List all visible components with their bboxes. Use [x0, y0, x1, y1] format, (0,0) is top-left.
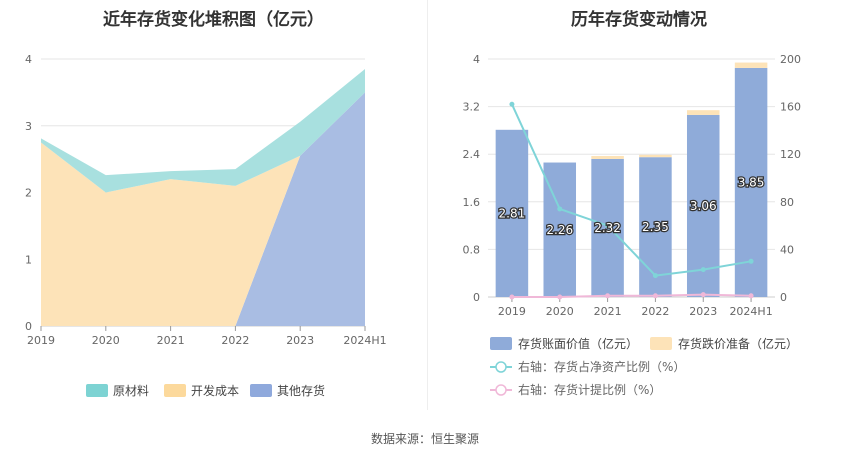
x-tick-label: 2019: [27, 334, 55, 347]
y-tick-label: 0.8: [463, 243, 481, 256]
legend-marker: [495, 361, 507, 373]
x-tick-label: 2022: [221, 334, 249, 347]
line-point: [605, 223, 611, 229]
legend-label: 存货跌价准备（亿元）: [678, 336, 798, 351]
y-tick-label: 3: [25, 120, 32, 133]
y2-tick-label: 80: [780, 196, 794, 209]
legend-swatch: [650, 337, 672, 350]
area-开发成本: [41, 92, 365, 326]
line-右轴：存货占净资产比例（%）: [511, 103, 752, 277]
line-point: [557, 206, 563, 212]
line-point: [748, 293, 754, 299]
x-tick-label: 2023: [689, 305, 717, 318]
line-point: [652, 293, 658, 299]
x-tick-label: 2024H1: [343, 334, 386, 347]
left-chart-title: 近年存货变化堆积图（亿元）: [103, 10, 324, 30]
line-point: [652, 273, 658, 279]
legend-label: 开发成本: [191, 383, 239, 398]
data-source: 数据来源：恒生聚源: [370, 432, 479, 446]
x-tick-label: 2019: [498, 305, 526, 318]
line-point: [509, 294, 515, 300]
legend-swatch: [490, 337, 512, 350]
y-tick-label: 3.2: [463, 101, 481, 114]
line-point: [509, 101, 515, 107]
legend-label: 其他存货: [277, 383, 325, 398]
line-point: [700, 267, 706, 273]
y2-tick-label: 40: [780, 243, 794, 256]
y-tick-label: 0: [25, 320, 32, 333]
legend-label: 右轴：存货计提比例（%）: [518, 382, 661, 397]
bar-value-label: 3.85: [738, 175, 765, 189]
y-tick-label: 1: [25, 253, 32, 266]
area-其他存货: [41, 92, 365, 326]
bar-value-label: 2.35: [642, 220, 669, 234]
line-point: [700, 292, 706, 298]
legend-swatch: [86, 384, 108, 397]
y2-tick-label: 160: [780, 101, 801, 114]
panel-divider: [427, 0, 428, 410]
bar-value-label: 2.81: [499, 206, 526, 220]
line-point: [605, 293, 611, 299]
line-point: [748, 258, 754, 264]
y-tick-label: 2: [25, 187, 32, 200]
area-原材料: [41, 69, 365, 193]
bar-value-label: 2.26: [546, 223, 573, 237]
x-tick-label: 2022: [641, 305, 669, 318]
x-tick-label: 2020: [92, 334, 120, 347]
bar-impairment: [591, 155, 624, 159]
bar-impairment: [734, 62, 768, 68]
line-右轴：存货计提比例（%）: [511, 293, 752, 298]
right-chart-title: 历年存货变动情况: [571, 10, 707, 30]
x-tick-label: 2021: [157, 334, 185, 347]
legend-swatch: [164, 384, 186, 397]
bar-impairment: [686, 110, 720, 115]
y-tick-label: 2.4: [463, 148, 481, 161]
legend-label: 右轴：存货占净资产比例（%）: [518, 359, 685, 374]
y2-tick-label: 200: [780, 53, 801, 66]
x-tick-label: 2021: [594, 305, 622, 318]
bar-book-value: [495, 129, 529, 297]
legend-marker: [495, 384, 507, 396]
left-stacked-area-chart: 0 1 2 3 4 2019 2020 2021 2022 2023 2024H1 原材料 开发成本 其他…: [25, 53, 387, 398]
bar-value-label: 3.06: [690, 199, 717, 213]
x-tick-label: 2023: [286, 334, 314, 347]
x-tick-label: 2024H1: [729, 305, 772, 318]
y-tick-label: 0: [473, 291, 480, 304]
legend-label: 原材料: [113, 384, 149, 398]
legend-label: 存货账面价值（亿元）: [518, 336, 638, 351]
x-tick-label: 2020: [546, 305, 574, 318]
bar-impairment: [639, 154, 672, 158]
line-point: [557, 294, 563, 300]
bar-book-value: [686, 114, 720, 298]
legend-swatch: [250, 384, 272, 397]
y-tick-label: 4: [25, 53, 32, 66]
y2-tick-label: 120: [780, 148, 801, 161]
bar-value-label: 2.32: [594, 221, 621, 235]
y-tick-label: 1.6: [463, 196, 481, 209]
y2-tick-label: 0: [780, 291, 787, 304]
y-tick-label: 4: [473, 53, 480, 66]
